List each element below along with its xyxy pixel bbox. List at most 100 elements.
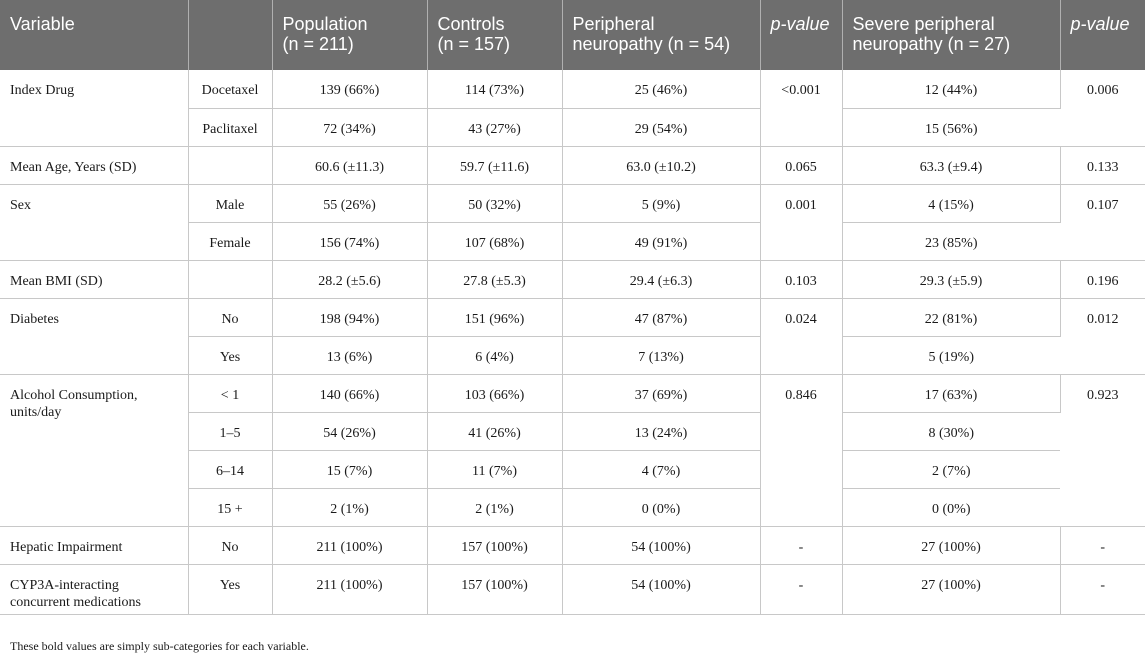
population-value: 2 (1%) xyxy=(272,488,428,527)
table-row: Female 156 (74%) 107 (68%) 49 (91%) 23 (… xyxy=(0,222,1145,261)
p-value-severe: - xyxy=(1060,526,1145,565)
p-value-severe: - xyxy=(1060,564,1145,615)
variable-label: Sex xyxy=(0,184,189,222)
spn-value: 27 (100%) xyxy=(842,564,1061,615)
population-value: 55 (26%) xyxy=(272,184,428,223)
subcategory: 6–14 xyxy=(188,450,273,489)
subcategory: Yes xyxy=(188,564,273,615)
controls-value: 2 (1%) xyxy=(427,488,563,527)
controls-value: 114 (73%) xyxy=(427,70,563,109)
pn-value: 54 (100%) xyxy=(562,564,761,615)
controls-value: 157 (100%) xyxy=(427,564,563,615)
subcategory: No xyxy=(188,298,273,337)
population-value: 139 (66%) xyxy=(272,70,428,109)
p-value-severe: 0.012 xyxy=(1060,298,1145,375)
controls-value: 157 (100%) xyxy=(427,526,563,565)
p-value-severe: 0.006 xyxy=(1060,70,1145,147)
controls-value: 59.7 (±11.6) xyxy=(427,146,563,185)
population-value: 28.2 (±5.6) xyxy=(272,260,428,299)
variable-label: Hepatic Impairment xyxy=(0,526,189,565)
spn-value: 4 (15%) xyxy=(842,184,1061,223)
spn-value: 2 (7%) xyxy=(842,450,1060,489)
subcategory: Docetaxel xyxy=(188,70,273,109)
controls-value: 27.8 (±5.3) xyxy=(427,260,563,299)
spn-value: 8 (30%) xyxy=(842,412,1060,451)
table-row: Index Drug Docetaxel 139 (66%) 114 (73%)… xyxy=(0,70,1145,147)
pn-value: 5 (9%) xyxy=(562,184,761,223)
controls-value: 103 (66%) xyxy=(427,374,563,413)
variable-label-line1: CYP3A-interacting xyxy=(10,577,119,593)
controls-value: 11 (7%) xyxy=(427,450,563,489)
pn-value: 13 (24%) xyxy=(562,412,761,451)
controls-value: 151 (96%) xyxy=(427,298,563,337)
population-value: 13 (6%) xyxy=(272,336,428,375)
controls-value: 41 (26%) xyxy=(427,412,563,451)
subcategory: Paclitaxel xyxy=(188,108,273,147)
p-value: 0.846 xyxy=(760,374,843,527)
population-value: 60.6 (±11.3) xyxy=(272,146,428,185)
variable-label-line1: Alcohol Consumption, xyxy=(10,387,138,403)
data-table: Variable Population (n = 211) Controls (n … xyxy=(0,0,1145,615)
pn-value: 49 (91%) xyxy=(562,222,761,261)
table-row: Mean BMI (SD) 28.2 (±5.6) 27.8 (±5.3) 29… xyxy=(0,260,1145,299)
pn-value: 54 (100%) xyxy=(562,526,761,565)
table-row: 6–14 15 (7%) 11 (7%) 4 (7%) 2 (7%) xyxy=(0,450,1145,489)
table-footnote: These bold values are simply sub-categor… xyxy=(10,639,309,653)
spn-value: 17 (63%) xyxy=(842,374,1061,413)
variable-label-line2: units/day xyxy=(10,404,62,420)
pn-value: 4 (7%) xyxy=(562,450,761,489)
table-row: Hepatic Impairment No 211 (100%) 157 (10… xyxy=(0,526,1145,565)
spn-value: 63.3 (±9.4) xyxy=(842,146,1061,185)
pn-value: 7 (13%) xyxy=(562,336,761,375)
controls-value: 50 (32%) xyxy=(427,184,563,223)
variable-label-empty xyxy=(0,222,189,261)
spn-value: 22 (81%) xyxy=(842,298,1061,337)
spn-value: 12 (44%) xyxy=(842,70,1061,109)
p-value: 0.065 xyxy=(760,146,843,185)
table-row: Sex Male 55 (26%) 50 (32%) 5 (9%) 0.001 … xyxy=(0,184,1145,261)
p-value: - xyxy=(760,564,843,615)
header-p-value-severe: p-value xyxy=(1060,0,1145,70)
population-value: 198 (94%) xyxy=(272,298,428,337)
p-value-severe: 0.196 xyxy=(1060,260,1145,299)
spn-value: 5 (19%) xyxy=(842,336,1060,375)
variable-label: CYP3A-interacting concurrent medications xyxy=(0,564,189,615)
pn-value: 0 (0%) xyxy=(562,488,761,527)
spn-value: 29.3 (±5.9) xyxy=(842,260,1061,299)
table-row: Yes 13 (6%) 6 (4%) 7 (13%) 5 (19%) xyxy=(0,336,1145,375)
pn-value: 25 (46%) xyxy=(562,70,761,109)
subcategory xyxy=(188,146,273,185)
controls-value: 107 (68%) xyxy=(427,222,563,261)
pn-value: 29 (54%) xyxy=(562,108,761,147)
controls-value: 6 (4%) xyxy=(427,336,563,375)
variable-label: Diabetes xyxy=(0,298,189,375)
subcategory: 15 + xyxy=(188,488,273,527)
table-row: Diabetes No 198 (94%) 151 (96%) 47 (87%)… xyxy=(0,298,1145,375)
population-value: 72 (34%) xyxy=(272,108,428,147)
population-value: 15 (7%) xyxy=(272,450,428,489)
subcategory: 1–5 xyxy=(188,412,273,451)
population-value: 54 (26%) xyxy=(272,412,428,451)
subcategory: Yes xyxy=(188,336,273,375)
controls-value: 43 (27%) xyxy=(427,108,563,147)
header-p-value: p-value xyxy=(760,0,843,70)
spn-value: 0 (0%) xyxy=(842,488,1060,527)
variable-label-line2: concurrent medications xyxy=(10,594,142,610)
subcategory: < 1 xyxy=(188,374,273,413)
table-row: 15 + 2 (1%) 2 (1%) 0 (0%) 0 (0%) xyxy=(0,488,1145,527)
header-subcategory xyxy=(188,0,273,70)
p-value: 0.001 xyxy=(760,184,843,261)
p-value: 0.024 xyxy=(760,298,843,375)
variable-label: Mean BMI (SD) xyxy=(0,260,189,299)
table-row: Alcohol Consumption, units/day < 1 140 (6… xyxy=(0,374,1145,527)
p-value-severe: 0.107 xyxy=(1060,184,1145,261)
population-value: 156 (74%) xyxy=(272,222,428,261)
table-row: 1–5 54 (26%) 41 (26%) 13 (24%) 8 (30%) xyxy=(0,412,1145,451)
p-value: 0.103 xyxy=(760,260,843,299)
variable-label: Index Drug xyxy=(0,70,189,147)
header-population: Population (n = 211) xyxy=(272,0,428,70)
subcategory xyxy=(188,260,273,299)
population-value: 140 (66%) xyxy=(272,374,428,413)
p-value: - xyxy=(760,526,843,565)
